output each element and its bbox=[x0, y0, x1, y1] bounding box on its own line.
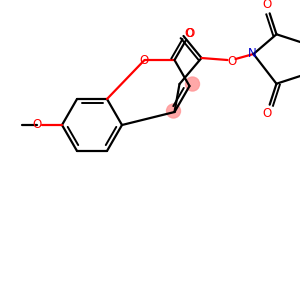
Text: O: O bbox=[262, 107, 272, 120]
Text: O: O bbox=[227, 55, 236, 68]
Text: O: O bbox=[140, 53, 149, 67]
Text: O: O bbox=[185, 27, 195, 40]
Text: O: O bbox=[262, 0, 272, 11]
Circle shape bbox=[185, 77, 200, 91]
Text: O: O bbox=[184, 27, 194, 40]
Text: O: O bbox=[32, 118, 42, 131]
Text: N: N bbox=[248, 46, 257, 59]
Circle shape bbox=[167, 104, 181, 118]
